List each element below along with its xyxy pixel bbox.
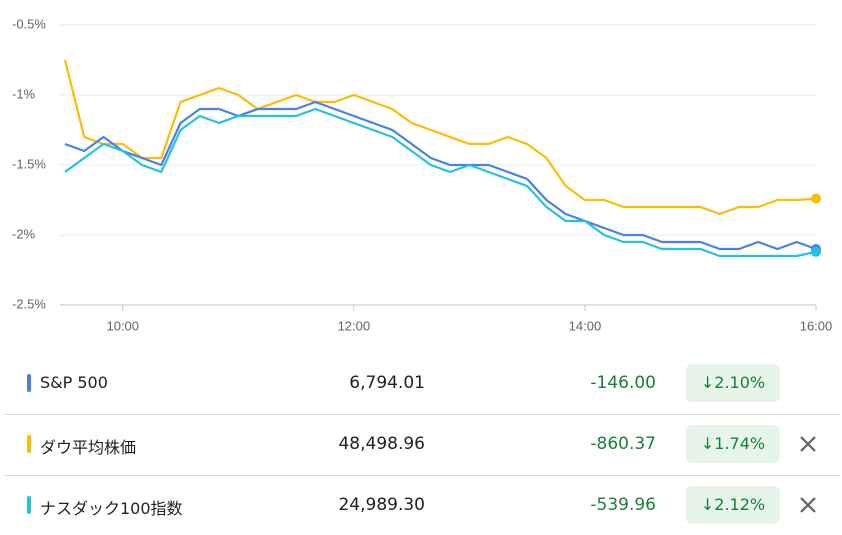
row: ナスダック100指数 24,989.30 -539.96 ↓2.12% — [4, 475, 840, 535]
end-dot — [811, 246, 821, 257]
percent-badge: ↓2.10% — [686, 364, 780, 402]
series-line — [64, 100, 817, 251]
series-line — [64, 107, 817, 258]
x-tick-label: 16:00 — [800, 318, 833, 333]
change: -539.96 — [590, 495, 656, 515]
y-tick-label: -1.5% — [12, 156, 46, 171]
x-tick-label: 10:00 — [106, 318, 139, 333]
series-color — [27, 374, 31, 392]
price: 6,794.01 — [349, 373, 425, 393]
series-line — [63, 59, 817, 216]
change: -860.37 — [590, 434, 656, 454]
percent-badge: ↓2.12% — [686, 486, 780, 524]
change: -146.00 — [590, 373, 656, 393]
remove-button[interactable] — [796, 493, 820, 517]
name: S&P 500 — [40, 373, 108, 392]
price: 24,989.30 — [338, 495, 425, 515]
end-dot — [811, 193, 821, 204]
separator — [4, 475, 840, 476]
percent: 2.10% — [714, 373, 766, 392]
percent: 1.74% — [714, 434, 766, 453]
y-tick-label: -0.5% — [12, 16, 46, 31]
row: ダウ平均株価 48,498.96 -860.37 ↓1.74% — [4, 414, 840, 474]
series-color — [27, 496, 31, 514]
separator — [4, 414, 840, 415]
y-tick-label: -2.5% — [12, 296, 46, 311]
x-tick-label: 12:00 — [338, 318, 371, 333]
chart: -0.5% -1% -1.5% -2% -2.5% 10:00 12:00 14:00 16:0… — [12, 16, 833, 333]
name: ダウ平均株価 — [40, 438, 137, 457]
name: ナスダック100指数 — [40, 499, 183, 518]
price: 48,498.96 — [338, 434, 425, 454]
row: S&P 500 6,794.01 -146.00 ↓2.10% — [4, 353, 840, 413]
series-color — [27, 435, 31, 453]
y-tick-label: -2% — [12, 226, 36, 241]
y-tick-label: -1% — [12, 86, 36, 101]
percent: 2.12% — [714, 495, 766, 514]
remove-button[interactable] — [796, 432, 820, 456]
x-tick-label: 14:00 — [569, 318, 602, 333]
percent-badge: ↓1.74% — [686, 425, 780, 463]
